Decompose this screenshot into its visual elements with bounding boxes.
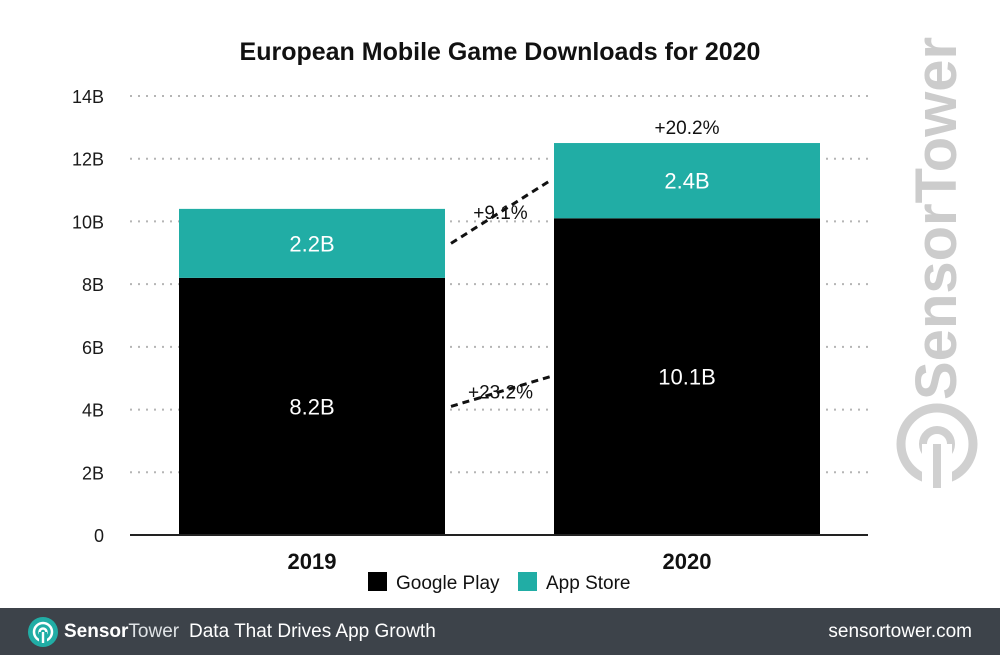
bar-value-label: 2.2B (289, 231, 334, 256)
footer-url: sensortower.com (828, 621, 972, 642)
legend-swatch-app-store (518, 572, 537, 591)
sensortower-logo-icon (28, 617, 58, 647)
bar-google-play-2019 (179, 277, 445, 535)
y-tick-label: 10B (72, 212, 104, 232)
bar-value-label: 8.2B (289, 394, 334, 419)
google-play-growth-label: +23.2% (468, 383, 533, 404)
footer-tagline: Data That Drives App Growth (189, 621, 436, 642)
footer-brand: SensorTower (64, 621, 179, 643)
app-store-growth-connector (450, 179, 551, 245)
footer-bar: SensorTower Data That Drives App Growth … (0, 608, 1000, 655)
y-tick-label: 2B (82, 463, 104, 483)
bars: 8.2B 10.1B 2.2B 2.4B (179, 143, 820, 536)
app-store-growth-label: +9.1% (473, 203, 528, 224)
y-tick-label: 0 (94, 526, 104, 546)
y-tick-label: 14B (72, 87, 104, 107)
watermark-text: SensorTower (904, 37, 969, 400)
y-tick-label: 8B (82, 275, 104, 295)
gridlines (130, 95, 868, 474)
bar-app-store-2020 (554, 143, 820, 219)
bar-app-store-2019 (179, 208, 445, 278)
growth-annotations: +23.2% +9.1% +20.2% (450, 118, 720, 408)
legend-label: Google Play (396, 573, 500, 594)
footer-brand-light: Tower (128, 621, 180, 642)
total-growth-label: +20.2% (655, 118, 720, 139)
legend-label: App Store (546, 573, 631, 594)
legend: Google Play App Store (368, 572, 631, 594)
bar-value-label: 10.1B (658, 365, 716, 390)
stacked-bar-chart: 8.2B 10.1B 2.2B 2.4B 0 2B 4B 6B 8B 10B 12B 14B 2019… (72, 37, 978, 594)
legend-swatch-google-play (368, 572, 387, 591)
axes: 0 2B 4B 6B 8B 10B 12B 14B 2019 2020 (72, 87, 868, 574)
x-category-label: 2020 (663, 549, 712, 574)
sensortower-watermark-logo-icon (896, 403, 978, 488)
y-tick-label: 6B (82, 338, 104, 358)
y-tick-label: 4B (82, 401, 104, 421)
chart-title: European Mobile Game Downloads for 2020 (239, 38, 761, 66)
google-play-growth-connector (450, 375, 551, 408)
bar-value-label: 2.4B (664, 169, 709, 194)
watermark: SensorTower (896, 37, 978, 488)
footer-brand-bold: Sensor (64, 621, 129, 642)
bar-google-play-2020 (554, 218, 820, 536)
y-tick-label: 12B (72, 150, 104, 170)
x-category-label: 2019 (288, 549, 337, 574)
